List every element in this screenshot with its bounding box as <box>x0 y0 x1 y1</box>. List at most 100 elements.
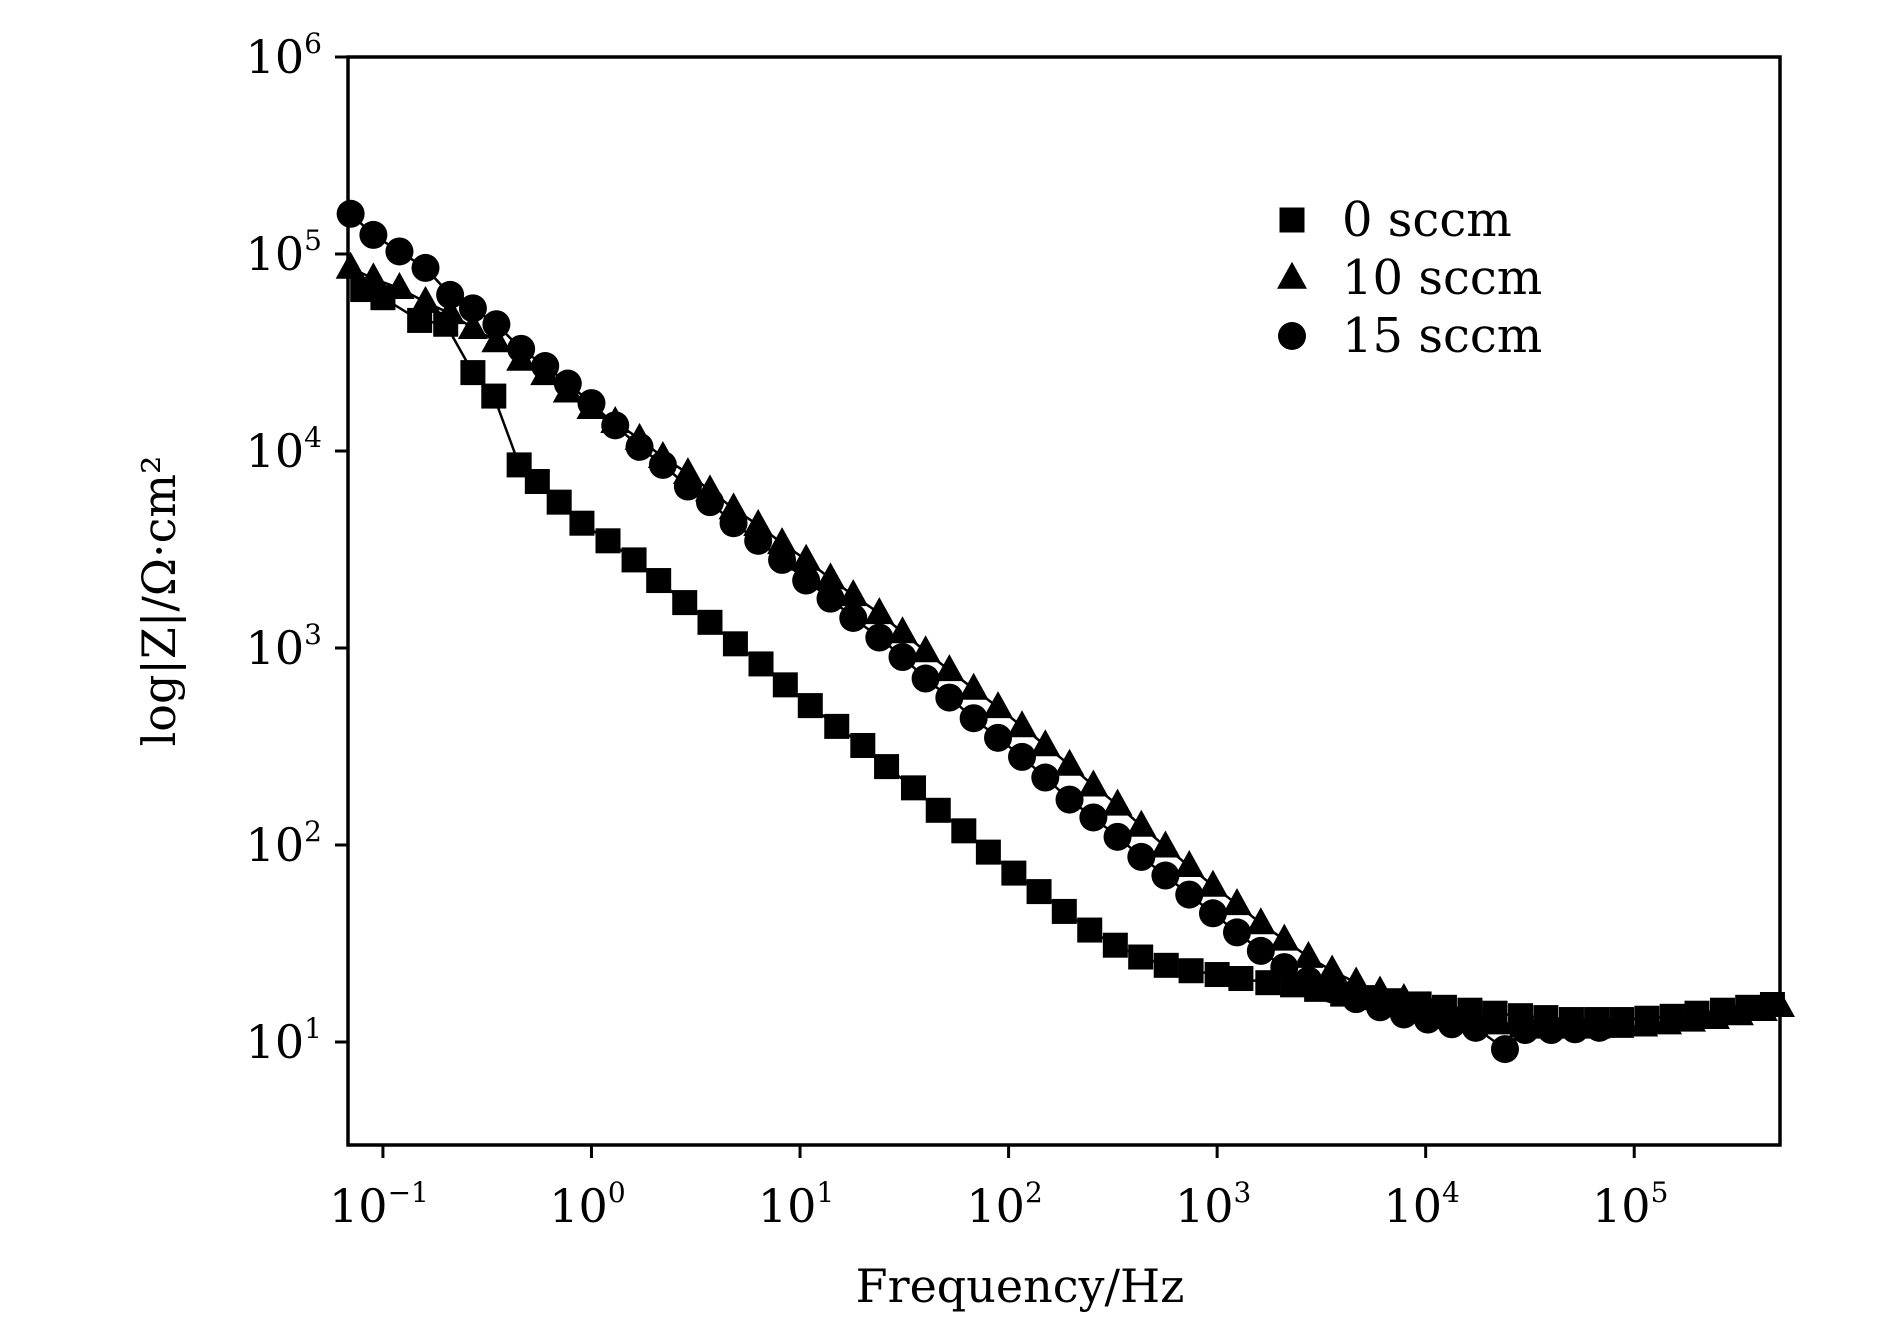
data-point <box>824 713 850 739</box>
data-point <box>1317 954 1348 982</box>
x-tick-label: 103 <box>1175 1176 1251 1233</box>
data-point <box>722 631 748 657</box>
data-point <box>482 310 511 339</box>
data-point <box>1051 898 1077 924</box>
data-point <box>1204 962 1230 988</box>
data-point <box>507 334 536 363</box>
data-point <box>1461 1013 1490 1042</box>
data-point <box>359 220 388 249</box>
data-point <box>1294 966 1323 995</box>
data-point <box>457 312 488 340</box>
data-point <box>1197 869 1228 897</box>
data-point <box>1366 993 1395 1022</box>
data-point <box>744 526 773 555</box>
data-point <box>384 272 415 300</box>
data-point <box>797 693 823 719</box>
data-point <box>983 691 1014 719</box>
data-point <box>935 683 964 712</box>
data-point <box>1001 860 1027 886</box>
legend-label: 15 sccm <box>1342 308 1542 364</box>
data-point <box>1178 958 1204 984</box>
data-point <box>577 389 606 418</box>
data-point <box>435 297 466 325</box>
data-point <box>1699 1002 1730 1030</box>
data-point <box>1150 830 1181 858</box>
data-point <box>673 472 702 501</box>
data-point <box>1008 742 1037 771</box>
data-point <box>1246 936 1275 965</box>
data-point <box>1537 1016 1566 1045</box>
data-point <box>672 590 698 616</box>
data-point <box>524 469 550 495</box>
data-point <box>336 199 365 228</box>
series-layer <box>335 199 1795 1064</box>
data-point <box>925 797 951 823</box>
data-point <box>748 651 774 677</box>
data-point <box>595 528 621 554</box>
data-point <box>531 352 560 381</box>
data-point <box>864 597 895 625</box>
data-point <box>1174 850 1205 878</box>
data-point <box>358 262 389 290</box>
y-tick-label: 105 <box>246 224 322 281</box>
data-point <box>1077 917 1103 943</box>
data-point <box>569 510 595 536</box>
data-point <box>1628 1009 1659 1037</box>
data-point <box>815 562 846 590</box>
data-point <box>695 488 724 517</box>
data-point <box>1484 1007 1515 1035</box>
data-point <box>481 325 512 353</box>
data-point <box>697 609 723 635</box>
data-point <box>1102 932 1128 958</box>
data-point <box>1128 944 1154 970</box>
data-point <box>1676 1004 1707 1032</box>
data-point <box>601 411 630 440</box>
data-point <box>1437 1010 1466 1039</box>
data-point <box>767 527 798 555</box>
data-point <box>1198 899 1227 928</box>
x-axis-ticks: 10−1 100 101 102 103 104 105 <box>329 1145 1668 1233</box>
data-point <box>1228 966 1254 992</box>
plot-frame <box>346 55 1782 1147</box>
data-point <box>553 369 582 398</box>
x-tick-label: 102 <box>966 1176 1042 1233</box>
data-point <box>1221 888 1252 916</box>
data-point <box>1127 842 1156 871</box>
x-tick-label: 10−1 <box>329 1176 429 1233</box>
x-tick-label: 104 <box>1383 1176 1459 1233</box>
data-point <box>1561 1015 1590 1044</box>
data-point <box>1153 952 1179 978</box>
data-point <box>959 704 988 733</box>
data-point <box>625 432 654 461</box>
data-point <box>385 237 414 266</box>
data-point <box>900 775 926 801</box>
data-point <box>984 723 1013 752</box>
data-point <box>1293 940 1324 968</box>
x-tick-label: 101 <box>758 1176 834 1233</box>
data-point <box>958 672 989 700</box>
data-point <box>1269 923 1300 951</box>
legend-label: 10 sccm <box>1342 250 1542 306</box>
data-point <box>1151 861 1180 890</box>
data-point <box>646 568 672 594</box>
data-point <box>1222 918 1251 947</box>
data-point <box>816 584 845 613</box>
y-tick-label: 101 <box>246 1012 322 1069</box>
series-circle <box>336 199 1614 1064</box>
data-point <box>1318 975 1347 1004</box>
data-point <box>850 732 876 758</box>
data-point <box>951 818 977 844</box>
data-point <box>1245 907 1276 935</box>
data-point <box>1342 985 1371 1014</box>
data-point <box>1126 809 1157 837</box>
legend-marker-square <box>1279 207 1305 233</box>
x-tick-label: 100 <box>549 1176 625 1233</box>
data-point <box>1026 879 1052 905</box>
data-point <box>719 509 748 538</box>
data-point <box>1030 729 1061 757</box>
legend-marker-triangle <box>1277 261 1307 289</box>
data-point <box>1078 769 1109 797</box>
y-tick-label: 103 <box>246 618 322 675</box>
